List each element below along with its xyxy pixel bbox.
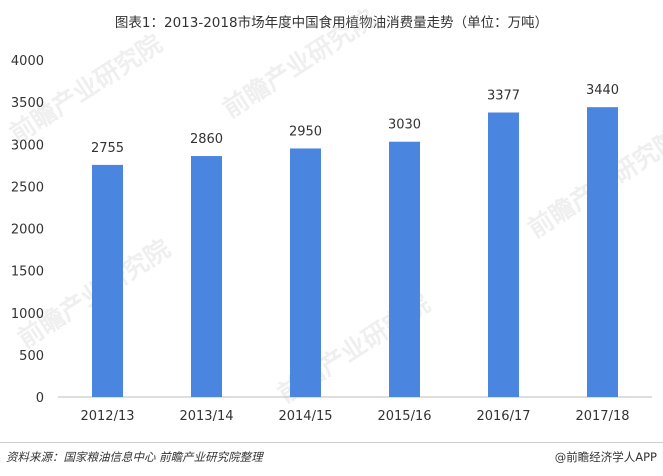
bar [92,164,123,397]
bar-value-label: 3440 [586,83,619,98]
bar-value-label: 3030 [388,118,421,133]
y-tick-label: 2500 [11,180,44,195]
footer-divider [0,442,663,443]
y-tick-label: 500 [19,349,44,364]
bar-chart: 0 500 1000 1500 2000 2500 3000 3500 4000 2755 2012… [11,54,652,424]
x-tick-label: 2015/16 [377,409,431,424]
x-tick-label: 2016/17 [476,409,530,424]
x-tick-label: 2017/18 [575,409,629,424]
x-tick-label: 2014/15 [278,409,332,424]
source-note: 资料来源：国家粮油信息中心 前瞻产业研究院整理 [6,450,263,464]
y-tick-label: 0 [36,391,44,406]
bar [587,107,618,398]
bar-value-label: 3377 [487,88,520,103]
bar [290,148,321,397]
bar-value-label: 2950 [289,124,322,139]
x-tick-label: 2013/14 [179,409,233,424]
chart-title: 图表1：2013-2018市场年度中国食用植物油消费量走势（单位：万吨） [114,15,549,31]
y-tick-label: 1000 [11,307,44,322]
bar [389,141,420,397]
bar-value-label: 2860 [190,132,223,147]
bar [191,156,222,397]
bar-value-label: 2755 [91,141,124,156]
bar [488,112,519,398]
y-tick-label: 3500 [11,96,44,111]
brand-credit: @前瞻经济学人APP [554,450,657,464]
y-tick-label: 1500 [11,265,44,280]
y-tick-label: 2000 [11,223,44,238]
y-tick-label: 4000 [11,54,44,69]
x-tick-label: 2012/13 [80,409,134,424]
y-tick-label: 3000 [11,138,44,153]
